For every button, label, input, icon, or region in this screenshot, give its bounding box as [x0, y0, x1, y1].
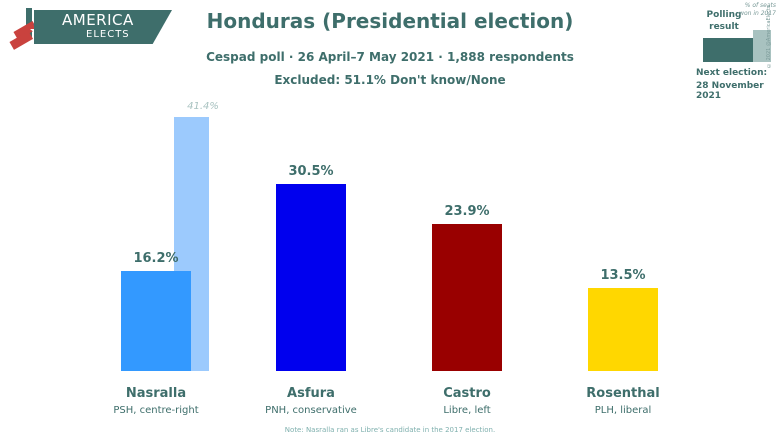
legend: Polling result % of seats won in 2017 [695, 0, 780, 100]
candidate-name-nasralla: Nasralla [125, 386, 187, 401]
legend-polling-swatch [703, 38, 753, 62]
value-label-rosenthal: 13.5% [600, 268, 646, 284]
logo-text-elects: ELECTS [86, 29, 130, 40]
legend-polling-label: Polling result [706, 10, 742, 32]
excluded-note: Excluded: 51.1% Don't know/None [274, 73, 506, 87]
logo-banner [34, 10, 172, 44]
legend-seats-swatch [753, 30, 771, 62]
bar-rosenthal [588, 288, 658, 371]
party-label-asfura: PNH, conservative [265, 405, 357, 416]
value-label-2017-nasralla: 41.4% [187, 100, 219, 112]
next-election-label: Next election: [696, 68, 768, 78]
bar-nasralla [121, 271, 191, 371]
value-label-asfura: 30.5% [288, 163, 334, 179]
party-label-rosenthal: PLH, liberal [594, 405, 652, 416]
value-label-nasralla: 16.2% [133, 251, 179, 267]
candidate-name-asfura: Asfura [287, 386, 335, 401]
copyright: © 2021 @AmericaElects [766, 5, 772, 68]
america-elects-logo: AMERICA ELECTS [0, 0, 175, 50]
footnote: Note: Nasralla ran as Libre's candidate … [284, 426, 496, 434]
next-election-date: 28 November 2021 [696, 81, 764, 101]
chart-title: Honduras (Presidential election) [206, 9, 574, 33]
logo-text-america: AMERICA [62, 11, 134, 29]
value-label-castro: 23.9% [444, 204, 490, 220]
party-label-nasralla: PSH, centre-right [113, 405, 199, 416]
bar-castro [432, 224, 502, 371]
party-label-castro: Libre, left [443, 405, 491, 416]
bar-asfura [276, 183, 346, 371]
poll-subtitle: Cespad poll · 26 April–7 May 2021 · 1,88… [206, 50, 574, 64]
candidate-name-rosenthal: Rosenthal [586, 386, 660, 401]
legend-seats-label: % of seats won in 2017 [739, 2, 776, 17]
candidate-name-castro: Castro [443, 386, 491, 401]
